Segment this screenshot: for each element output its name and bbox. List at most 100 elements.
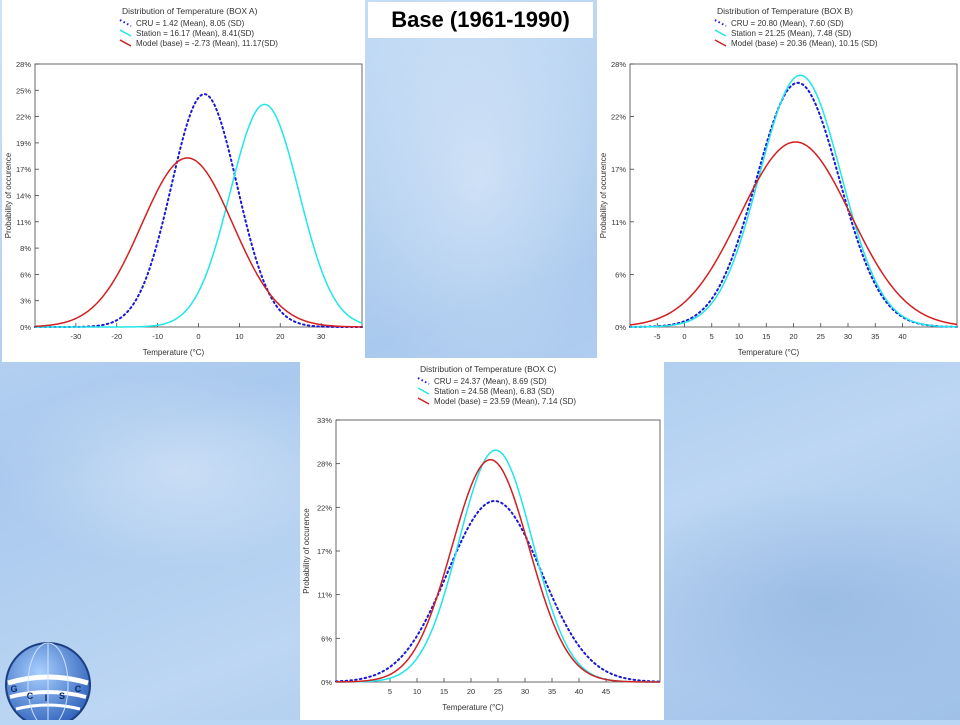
x-tick-label: 40 <box>575 687 583 696</box>
x-tick-label: 25 <box>494 687 502 696</box>
y-tick-label: 14% <box>16 192 31 201</box>
x-tick-label: 20 <box>276 332 284 341</box>
x-tick-label: 20 <box>789 332 797 341</box>
x-tick-label: 30 <box>844 332 852 341</box>
legend-label-station: Station = 21.25 (Mean), 7.48 (SD) <box>731 29 852 38</box>
logo-letter: C <box>75 684 82 694</box>
x-tick-label: 15 <box>762 332 770 341</box>
x-tick-label: 45 <box>602 687 610 696</box>
x-axis-label: Temperature (°C) <box>143 348 205 357</box>
series-line-model <box>34 157 363 328</box>
y-tick-label: 19% <box>16 139 31 148</box>
x-tick-label: -5 <box>654 332 661 341</box>
legend-label-station: Station = 24.58 (Mean), 6.83 (SD) <box>434 387 555 396</box>
x-tick-label: 10 <box>735 332 743 341</box>
x-tick-label: 5 <box>710 332 714 341</box>
chart-panel-box-a: Distribution of Temperature (BOX A) CRU =… <box>2 0 365 362</box>
y-tick-label: 28% <box>16 60 31 69</box>
slide-title-text: Base (1961-1990) <box>391 7 570 32</box>
chart-box-b: Distribution of Temperature (BOX B) CRU =… <box>599 6 958 357</box>
legend-swatch-station <box>119 29 132 37</box>
y-tick-label: 22% <box>16 113 31 122</box>
x-tick-label: 20 <box>467 687 475 696</box>
x-tick-label: 40 <box>898 332 906 341</box>
x-axis-label: Temperature (°C) <box>738 348 800 357</box>
y-tick-label: 28% <box>611 60 626 69</box>
legend-label-cru: CRU = 24.37 (Mean), 8.69 (SD) <box>434 377 547 386</box>
legend-swatch-model <box>119 39 132 47</box>
y-tick-label: 0% <box>615 323 626 332</box>
chart-title: Distribution of Temperature (BOX B) <box>717 6 853 16</box>
x-tick-label: 35 <box>548 687 556 696</box>
x-tick-label: 30 <box>317 332 325 341</box>
series-line-station <box>629 74 958 328</box>
logo-letter: S <box>59 691 65 701</box>
legend-swatch-station <box>417 387 430 395</box>
chart-box-c: Distribution of Temperature (BOX C) CRU =… <box>302 364 661 712</box>
plot-frame <box>335 419 661 683</box>
logo-letter: I <box>45 693 48 703</box>
x-tick-label: -30 <box>70 332 81 341</box>
y-tick-label: 25% <box>16 86 31 95</box>
y-tick-label: 11% <box>17 218 32 227</box>
y-tick-label: 0% <box>321 678 332 687</box>
y-tick-label: 33% <box>317 416 332 425</box>
series-line-station <box>35 103 363 328</box>
series-line-model <box>335 458 661 683</box>
x-tick-label: 0 <box>682 332 686 341</box>
x-tick-label: 25 <box>817 332 825 341</box>
chart-title: Distribution of Temperature (BOX A) <box>122 6 258 16</box>
series-line-cru <box>335 499 661 683</box>
legend-swatch-cru <box>714 19 727 27</box>
y-tick-label: 28% <box>317 460 332 469</box>
y-tick-label: 6% <box>615 270 626 279</box>
globe-logo-icon: GC I SC <box>5 642 91 720</box>
logo-letter: C <box>27 691 34 701</box>
legend-swatch-model <box>714 39 727 47</box>
x-tick-label: 10 <box>413 687 421 696</box>
chart-title: Distribution of Temperature (BOX C) <box>420 364 557 374</box>
legend-label-cru: CRU = 1.42 (Mean), 8.05 (SD) <box>136 19 245 28</box>
y-tick-label: 11% <box>318 591 333 600</box>
plot-frame <box>629 63 958 328</box>
legend-swatch-model <box>417 397 430 405</box>
logo-letter: G <box>10 684 17 694</box>
legend-swatch-cru <box>119 19 132 27</box>
y-axis-label: Probability of occurence <box>4 152 13 238</box>
y-tick-label: 17% <box>16 165 31 174</box>
x-axis-label: Temperature (°C) <box>442 703 504 712</box>
y-tick-label: 6% <box>20 270 31 279</box>
y-tick-label: 17% <box>317 547 332 556</box>
y-tick-label: 11% <box>612 218 627 227</box>
legend-label-station: Station = 16.17 (Mean), 8.41(SD) <box>136 29 254 38</box>
x-tick-label: 0 <box>196 332 200 341</box>
y-tick-label: 6% <box>321 634 332 643</box>
y-tick-label: 22% <box>317 503 332 512</box>
legend-swatch-cru <box>417 377 430 385</box>
x-tick-label: -10 <box>152 332 163 341</box>
y-axis-label: Probability of occurence <box>302 508 311 594</box>
series-line-model <box>629 141 958 326</box>
legend-label-model: Model (base) = 23.59 (Mean), 7.14 (SD) <box>434 397 576 406</box>
y-tick-label: 8% <box>20 244 31 253</box>
legend-label-model: Model (base) = -2.73 (Mean), 11.17(SD) <box>136 39 278 48</box>
x-tick-label: 5 <box>388 687 392 696</box>
legend-label-model: Model (base) = 20.36 (Mean), 10.15 (SD) <box>731 39 878 48</box>
series-line-station <box>336 449 660 683</box>
y-tick-label: 3% <box>20 297 31 306</box>
y-tick-label: 0% <box>20 323 31 332</box>
y-tick-label: 17% <box>611 165 626 174</box>
chart-box-a: Distribution of Temperature (BOX A) CRU =… <box>4 6 363 357</box>
chart-panel-box-c: Distribution of Temperature (BOX C) CRU =… <box>300 358 664 720</box>
chart-panel-box-b: Distribution of Temperature (BOX B) CRU =… <box>597 0 960 362</box>
y-tick-label: 22% <box>611 113 626 122</box>
x-tick-label: 15 <box>440 687 448 696</box>
slide-title: Base (1961-1990) <box>368 2 593 38</box>
x-tick-label: 35 <box>871 332 879 341</box>
x-tick-label: 10 <box>235 332 243 341</box>
plot-frame <box>34 63 363 328</box>
series-line-cru <box>629 81 958 328</box>
x-tick-label: 30 <box>521 687 529 696</box>
legend-label-cru: CRU = 20.80 (Mean), 7.60 (SD) <box>731 19 844 28</box>
legend-swatch-station <box>714 29 727 37</box>
